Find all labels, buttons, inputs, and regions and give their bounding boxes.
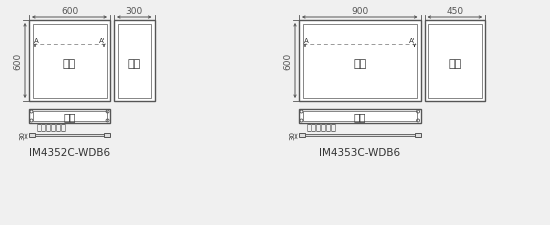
- Text: 側面: 側面: [448, 59, 461, 69]
- Bar: [114, 21, 155, 101]
- Bar: [29, 110, 110, 124]
- Text: 600: 600: [14, 53, 23, 70]
- Text: 折りたたみ形: 折りたたみ形: [37, 122, 67, 131]
- Bar: [118, 24, 151, 98]
- Text: 900: 900: [351, 7, 369, 16]
- Text: 30: 30: [19, 131, 25, 140]
- Bar: [32, 112, 107, 122]
- Bar: [299, 21, 421, 101]
- Bar: [305, 134, 415, 136]
- Bar: [29, 133, 35, 137]
- Text: 600: 600: [61, 7, 78, 16]
- Bar: [299, 110, 421, 124]
- Text: A': A': [99, 38, 106, 44]
- Bar: [104, 133, 110, 137]
- Text: 底面: 底面: [354, 112, 366, 122]
- Text: IM4353C-WDB6: IM4353C-WDB6: [319, 147, 400, 157]
- Text: 折りたたみ形: 折りたたみ形: [307, 122, 337, 131]
- Bar: [32, 24, 107, 98]
- Bar: [35, 134, 104, 136]
- Text: 30: 30: [289, 131, 295, 140]
- Text: A: A: [34, 38, 38, 44]
- Text: 450: 450: [446, 7, 464, 16]
- Bar: [29, 21, 110, 101]
- Text: 600: 600: [283, 53, 293, 70]
- Text: 正面: 正面: [63, 59, 76, 69]
- Bar: [302, 112, 417, 122]
- Text: 底面: 底面: [63, 112, 76, 122]
- Text: A: A: [304, 38, 308, 44]
- Text: IM4352C-WDB6: IM4352C-WDB6: [29, 147, 110, 157]
- Text: 300: 300: [125, 7, 143, 16]
- Text: A': A': [409, 38, 416, 44]
- Bar: [425, 21, 485, 101]
- Bar: [428, 24, 482, 98]
- Bar: [299, 133, 305, 137]
- Text: 正面: 正面: [353, 59, 366, 69]
- Text: 側面: 側面: [128, 59, 141, 69]
- Bar: [415, 133, 421, 137]
- Bar: [302, 24, 417, 98]
